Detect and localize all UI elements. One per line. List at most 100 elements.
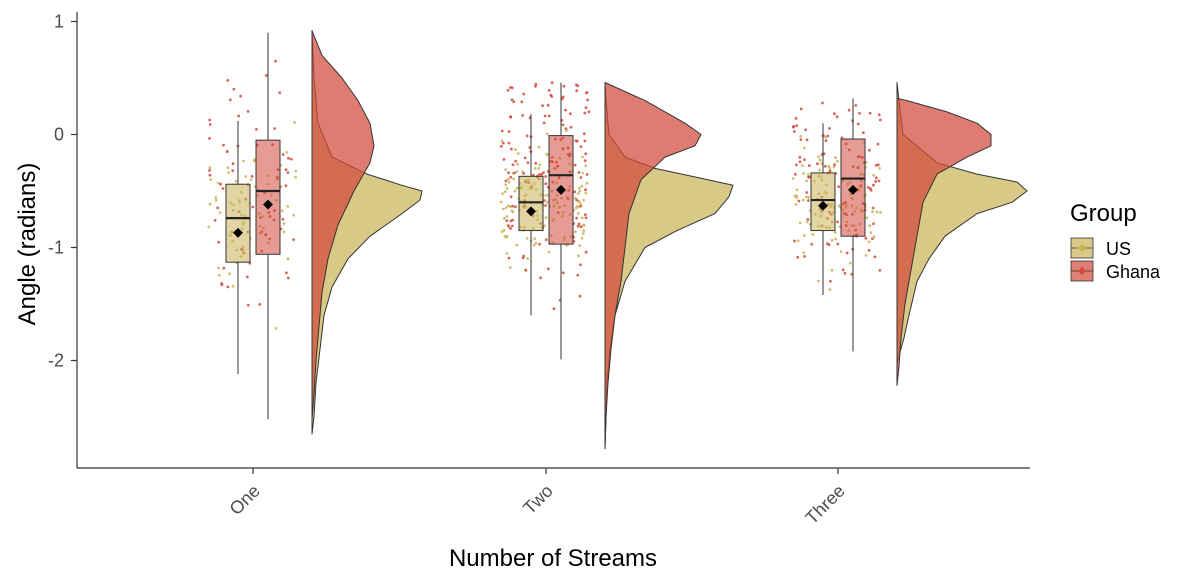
data-point	[510, 224, 514, 228]
data-point	[562, 84, 566, 88]
y-axis-ticks: 1 0 -1 -2	[48, 12, 77, 371]
data-point	[216, 206, 220, 210]
data-point	[545, 193, 549, 197]
data-point	[798, 221, 802, 225]
data-point	[222, 143, 225, 147]
data-point	[856, 122, 860, 126]
data-point	[285, 151, 289, 154]
data-point	[869, 231, 873, 235]
data-point	[227, 171, 231, 175]
data-point	[522, 92, 526, 96]
boxplot-ghana-one	[255, 32, 281, 420]
data-point	[850, 272, 854, 276]
data-point	[868, 111, 872, 115]
data-point	[502, 228, 506, 232]
data-point	[579, 204, 583, 208]
x-axis-ticks: One Two Three	[226, 468, 849, 528]
boxplot-us-three	[810, 123, 836, 295]
data-point	[807, 195, 810, 199]
data-point	[574, 230, 577, 234]
data-point	[246, 303, 250, 307]
data-point	[793, 194, 797, 198]
y-tick-label: -1	[48, 238, 64, 258]
data-point	[800, 164, 804, 168]
data-point	[525, 134, 529, 138]
data-point	[583, 159, 587, 163]
data-point	[830, 239, 834, 242]
data-point	[582, 198, 585, 202]
data-point	[791, 177, 795, 180]
boxplot-ghana-three	[840, 98, 866, 352]
data-point	[578, 244, 582, 247]
data-point	[580, 236, 584, 240]
data-point	[872, 173, 875, 177]
data-point	[847, 108, 851, 112]
data-point	[514, 205, 517, 209]
data-point	[285, 271, 288, 275]
data-point	[878, 269, 882, 272]
data-point	[512, 100, 516, 104]
data-point	[507, 171, 510, 175]
data-point	[816, 162, 819, 166]
iqr-box	[225, 183, 251, 263]
y-tick-label: -2	[48, 351, 64, 371]
data-point	[249, 178, 253, 182]
data-point	[577, 171, 581, 174]
data-point	[798, 160, 802, 164]
data-point	[511, 218, 515, 222]
data-point	[874, 164, 878, 167]
data-point	[512, 177, 515, 181]
data-point	[507, 141, 511, 145]
data-point	[509, 205, 512, 209]
data-point	[218, 211, 222, 215]
data-point	[858, 112, 861, 115]
data-point	[509, 227, 512, 230]
data-point	[523, 156, 527, 160]
data-point	[516, 162, 519, 166]
data-point	[538, 173, 541, 176]
data-point	[264, 74, 268, 77]
data-point	[848, 261, 852, 265]
legend-item-us: US	[1070, 237, 1131, 259]
data-point	[868, 148, 871, 152]
mean-marker	[556, 184, 566, 195]
boxplot-us-two	[518, 114, 544, 316]
iqr-box	[518, 175, 544, 232]
data-point	[868, 224, 871, 228]
data-point	[833, 163, 836, 167]
data-point	[538, 163, 542, 167]
data-point	[225, 150, 229, 154]
data-point	[208, 166, 212, 170]
data-point	[506, 88, 510, 92]
data-point	[569, 112, 572, 116]
data-point	[515, 170, 519, 173]
data-point	[826, 242, 829, 246]
data-point	[580, 216, 584, 220]
data-point	[875, 176, 878, 180]
data-point	[583, 111, 587, 115]
data-point	[582, 232, 585, 235]
data-point	[500, 230, 504, 234]
data-point	[253, 158, 256, 162]
data-point	[578, 189, 582, 193]
data-point	[503, 234, 507, 238]
data-point	[255, 127, 258, 131]
data-point	[289, 157, 293, 161]
data-point	[232, 87, 236, 91]
data-point	[864, 254, 868, 257]
data-point	[534, 85, 537, 88]
data-point	[585, 91, 588, 95]
data-point	[515, 243, 519, 247]
data-point	[876, 142, 880, 146]
data-point	[237, 114, 241, 118]
data-point	[816, 279, 820, 283]
data-point	[579, 202, 582, 205]
data-point	[534, 161, 538, 165]
data-point	[828, 288, 832, 291]
data-point	[869, 188, 873, 192]
data-point	[810, 242, 814, 246]
data-point	[534, 82, 538, 86]
data-point	[578, 294, 582, 298]
data-point	[208, 137, 211, 140]
data-point	[281, 217, 285, 221]
